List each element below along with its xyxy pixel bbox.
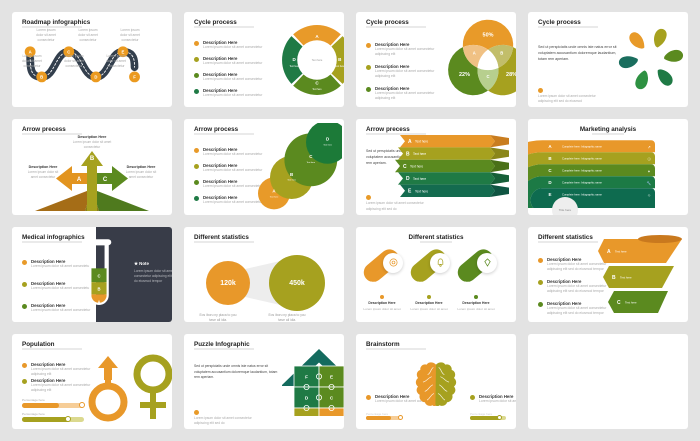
svg-text:C: C: [403, 164, 407, 170]
svg-text:C: C: [486, 74, 489, 79]
svg-text:B: B: [290, 172, 293, 177]
svg-text:Text here: Text here: [312, 58, 323, 62]
svg-text:A: A: [607, 249, 611, 255]
svg-text:Text here: Text here: [413, 152, 426, 156]
svg-text:28%: 28%: [506, 72, 516, 78]
svg-text:Complete here: Infographic nam: Complete here: Infographic name: [562, 145, 602, 149]
svg-text:Text here: Text here: [415, 190, 428, 194]
svg-text:A: A: [97, 299, 100, 304]
svg-text:B: B: [40, 74, 43, 79]
svg-text:120k: 120k: [220, 280, 236, 287]
svg-text:Complete here: Infographic nam: Complete here: Infographic name: [562, 169, 602, 173]
svg-text:Text here: Text here: [413, 177, 426, 181]
svg-text:Text here: Text here: [415, 140, 428, 144]
svg-text:Text here: Text here: [615, 249, 627, 253]
svg-text:B: B: [97, 286, 100, 291]
svg-text:Complete here: Infographic nam: Complete here: Infographic name: [562, 181, 602, 185]
svg-text:Complete here: Infographic nam: Complete here: Infographic name: [562, 157, 602, 161]
svg-text:♦: ♦: [648, 170, 650, 174]
svg-text:B: B: [500, 51, 503, 56]
svg-text:Text here: Text here: [270, 196, 279, 199]
svg-text:Text here: Text here: [290, 65, 300, 68]
svg-text:🔧: 🔧: [647, 181, 652, 186]
svg-text:F: F: [133, 74, 136, 79]
svg-text:Complete here: Infographic nam: Complete here: Infographic name: [562, 193, 602, 197]
svg-text:450k: 450k: [289, 280, 305, 287]
svg-text:A: A: [77, 177, 82, 183]
svg-text:Text here: Text here: [287, 179, 296, 182]
svg-text:Text here: Text here: [620, 275, 632, 279]
svg-text:C: C: [103, 177, 108, 183]
svg-text:Text here: Text here: [335, 65, 344, 68]
svg-text:50%: 50%: [483, 32, 494, 38]
svg-text:F: F: [305, 374, 308, 379]
svg-text:E: E: [548, 192, 551, 197]
svg-text:A: A: [408, 139, 412, 145]
svg-text:D: D: [94, 74, 97, 79]
svg-text:22%: 22%: [459, 72, 470, 78]
svg-text:Text here: Text here: [323, 144, 332, 147]
svg-text:Text here: Text here: [312, 88, 322, 91]
svg-text:☺: ☺: [647, 194, 651, 198]
svg-text:D: D: [326, 137, 329, 142]
svg-text:A: A: [473, 51, 476, 56]
svg-text:Text here: Text here: [410, 165, 423, 169]
svg-text:C: C: [97, 273, 100, 278]
svg-text:Text here: Text here: [307, 161, 316, 164]
svg-text:E: E: [330, 374, 333, 379]
svg-text:↗: ↗: [647, 146, 650, 150]
svg-text:Text here: Text here: [625, 300, 637, 304]
svg-text:B: B: [90, 156, 95, 162]
svg-text:B: B: [612, 275, 616, 281]
svg-text:B: B: [406, 152, 410, 158]
svg-text:C: C: [617, 300, 621, 306]
svg-text:D: D: [406, 176, 410, 182]
svg-text:Text here: Text here: [312, 42, 322, 45]
